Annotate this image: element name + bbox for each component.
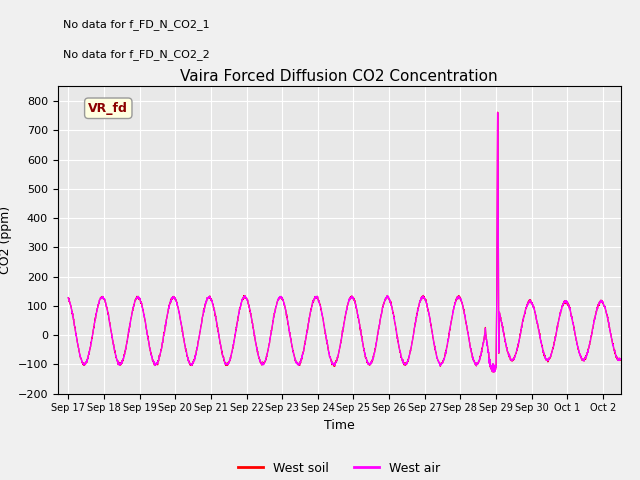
Text: No data for f_FD_N_CO2_2: No data for f_FD_N_CO2_2 (63, 49, 210, 60)
Y-axis label: CO2 (ppm): CO2 (ppm) (0, 206, 12, 274)
X-axis label: Time: Time (324, 419, 355, 432)
Text: No data for f_FD_N_CO2_1: No data for f_FD_N_CO2_1 (63, 19, 210, 30)
Title: Vaira Forced Diffusion CO2 Concentration: Vaira Forced Diffusion CO2 Concentration (180, 69, 498, 84)
Legend: West soil, West air: West soil, West air (233, 456, 445, 480)
Text: VR_fd: VR_fd (88, 102, 128, 115)
